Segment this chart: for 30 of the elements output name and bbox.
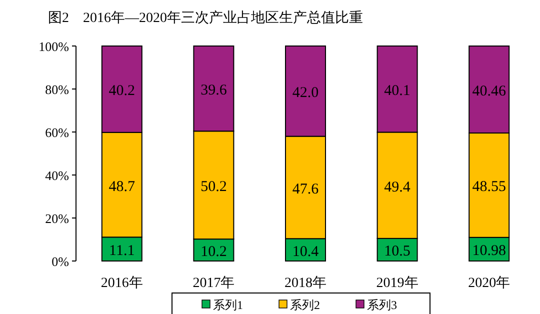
legend-label: 系列2: [290, 298, 320, 312]
data-label: 48.7: [108, 178, 136, 195]
y-tick-label: 80%: [45, 82, 70, 97]
data-label: 40.1: [384, 83, 410, 100]
data-label: 42.0: [292, 85, 319, 102]
x-tick-label: 2019年: [376, 275, 418, 291]
data-label: 47.6: [292, 181, 320, 198]
x-tick-label: 2020年: [468, 275, 510, 291]
y-tick-label: 100%: [38, 39, 70, 54]
data-label: 49.4: [384, 179, 411, 196]
data-label: 10.98: [472, 243, 506, 260]
data-label: 10.5: [384, 244, 410, 260]
data-label: 40.2: [108, 83, 136, 100]
data-label: 40.46: [472, 84, 506, 100]
y-tick-label: 40%: [45, 168, 70, 183]
chart-title: 图2 2016年—2020年三次产业占地区生产总值比重: [48, 10, 363, 26]
y-tick-label: 0%: [52, 254, 70, 269]
data-label: 10.2: [200, 244, 227, 260]
y-tick-label: 20%: [45, 211, 70, 226]
data-label: 48.55: [472, 179, 506, 196]
x-tick-label: 2017年: [192, 275, 235, 291]
data-label: 50.2: [200, 179, 227, 196]
legend-label: 系列1: [213, 298, 243, 312]
y-tick-label: 60%: [45, 125, 70, 140]
data-label: 39.6: [200, 82, 228, 99]
x-tick-label: 2018年: [284, 275, 326, 291]
data-label: 10.4: [292, 244, 320, 260]
data-label: 11.1: [109, 243, 135, 260]
x-tick-label: 2016年: [100, 275, 143, 291]
legend-label: 系列3: [367, 298, 397, 312]
